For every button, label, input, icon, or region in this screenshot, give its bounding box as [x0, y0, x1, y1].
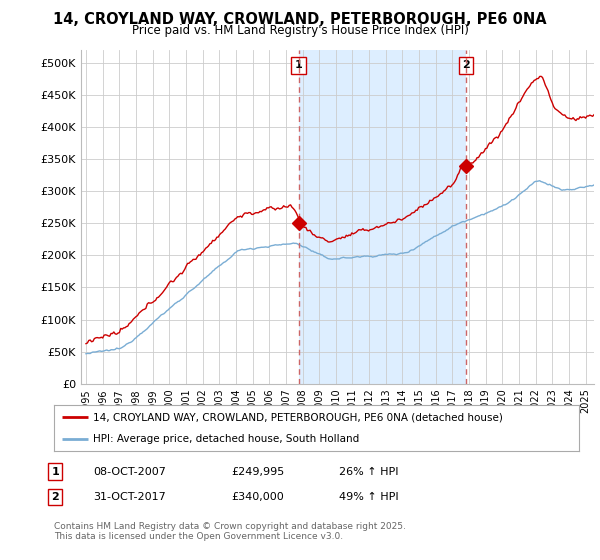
Text: 49% ↑ HPI: 49% ↑ HPI	[339, 492, 398, 502]
Text: £249,995: £249,995	[231, 466, 284, 477]
Text: 08-OCT-2007: 08-OCT-2007	[93, 466, 166, 477]
Text: 1: 1	[295, 60, 302, 71]
Text: 14, CROYLAND WAY, CROWLAND, PETERBOROUGH, PE6 0NA (detached house): 14, CROYLAND WAY, CROWLAND, PETERBOROUGH…	[94, 412, 503, 422]
Text: HPI: Average price, detached house, South Holland: HPI: Average price, detached house, Sout…	[94, 435, 359, 444]
Text: Contains HM Land Registry data © Crown copyright and database right 2025.
This d: Contains HM Land Registry data © Crown c…	[54, 522, 406, 542]
Bar	[299, 50, 466, 384]
Text: 26% ↑ HPI: 26% ↑ HPI	[339, 466, 398, 477]
Text: 14, CROYLAND WAY, CROWLAND, PETERBOROUGH, PE6 0NA: 14, CROYLAND WAY, CROWLAND, PETERBOROUGH…	[53, 12, 547, 27]
Text: 1: 1	[52, 466, 59, 477]
Text: 2: 2	[463, 60, 470, 71]
Text: 31-OCT-2017: 31-OCT-2017	[93, 492, 166, 502]
Text: £340,000: £340,000	[231, 492, 284, 502]
Text: Price paid vs. HM Land Registry's House Price Index (HPI): Price paid vs. HM Land Registry's House …	[131, 24, 469, 36]
Text: 2: 2	[52, 492, 59, 502]
